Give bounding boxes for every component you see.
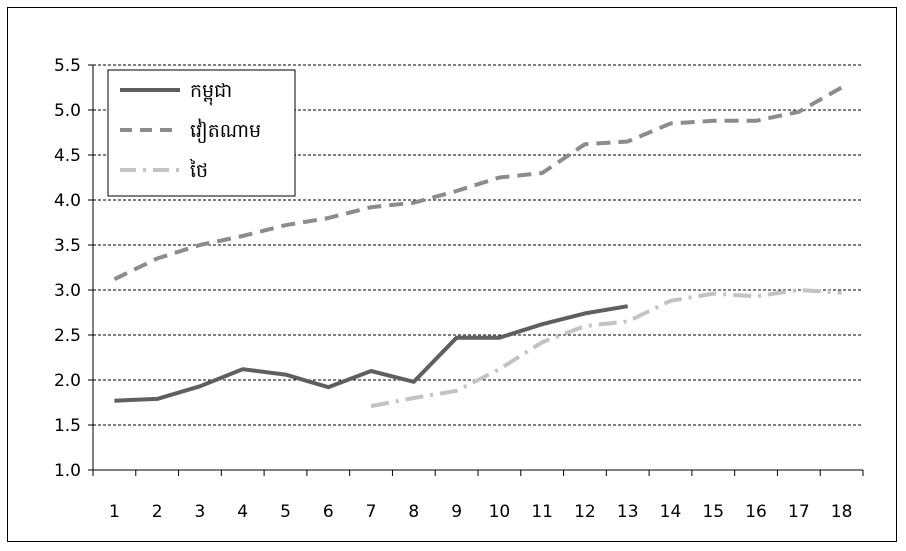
y-tick-label-5: 3.5	[54, 236, 81, 256]
x-tick-label-13: 14	[660, 502, 682, 522]
series-line-thailand	[370, 288, 842, 409]
y-tick-label-2: 2.0	[54, 371, 81, 391]
legend-label-vietnam: វៀតណាម	[190, 118, 261, 144]
series-line-vietnam	[113, 85, 843, 282]
series-lines	[113, 85, 843, 409]
x-tick-label-5: 6	[323, 502, 334, 522]
x-tick-label-3: 4	[237, 502, 248, 522]
y-tick-label-8: 5.0	[54, 101, 81, 121]
legend-label-thailand: ថៃ	[189, 158, 208, 182]
x-tick-label-17: 18	[831, 502, 853, 522]
y-tick-label-6: 4.0	[54, 191, 81, 211]
legend-label-cambodia: កម្ពុជា	[190, 80, 232, 106]
y-tick-label-3: 2.5	[54, 326, 81, 346]
x-tick-label-0: 1	[109, 502, 120, 522]
x-tick-label-6: 7	[366, 502, 377, 522]
y-tick-label-9: 5.5	[54, 56, 81, 76]
x-tick-label-12: 13	[617, 502, 639, 522]
x-tick-label-7: 8	[408, 502, 419, 522]
x-tick-label-2: 3	[195, 502, 206, 522]
x-tick-label-4: 5	[280, 502, 291, 522]
x-tick-label-9: 10	[489, 502, 511, 522]
y-tick-label-7: 4.5	[54, 146, 81, 166]
x-tick-label-11: 12	[574, 502, 596, 522]
y-tick-label-4: 3.0	[54, 281, 81, 301]
x-axis-ticks: 1 2 3 4 5 6 7 8 9 10 11 12 13 14 15 16 17 18	[92, 470, 864, 522]
y-axis-ticks: 1.0 1.5 2.0 2.5 3.0 3.5 4.0 4.5 5.0 5.5	[54, 56, 93, 481]
x-tick-label-10: 11	[531, 502, 553, 522]
y-tick-label-0: 1.0	[54, 461, 81, 481]
x-tick-label-16: 17	[788, 502, 810, 522]
x-tick-label-15: 16	[745, 502, 767, 522]
series-line-cambodia	[114, 304, 629, 403]
y-tick-label-1: 1.5	[54, 416, 81, 436]
x-tick-label-8: 9	[451, 502, 462, 522]
x-tick-label-1: 2	[152, 502, 163, 522]
x-tick-label-14: 15	[702, 502, 724, 522]
legend: កម្ពុជាវៀតណាមថៃ	[107, 69, 296, 197]
